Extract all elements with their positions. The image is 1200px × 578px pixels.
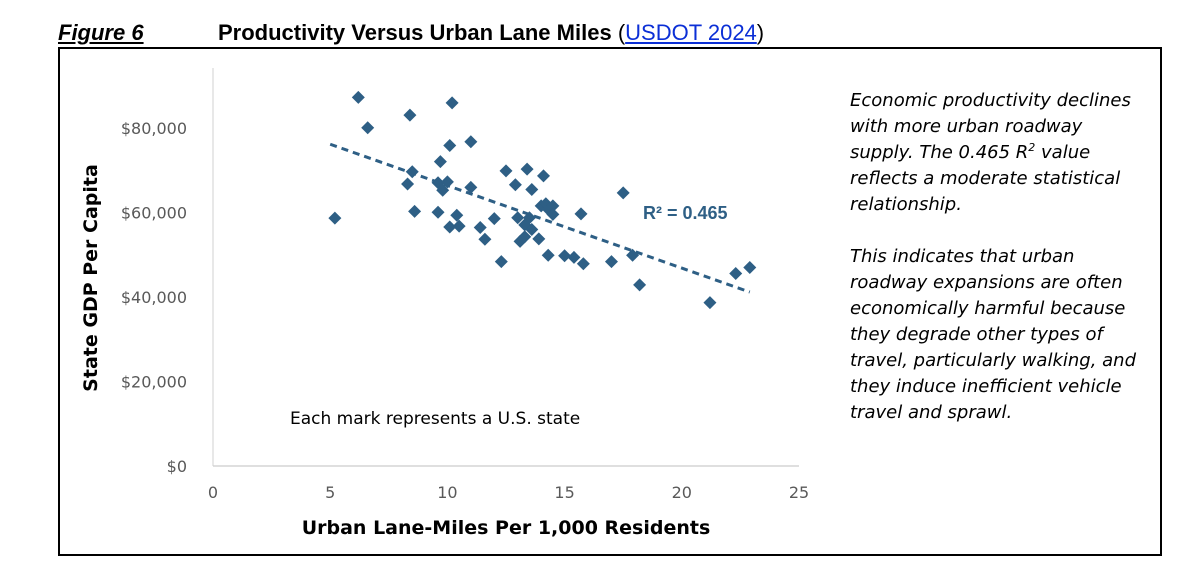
data-point bbox=[518, 230, 532, 244]
commentary-p1-start: Economic productivity declines with more… bbox=[850, 90, 1131, 163]
commentary-paragraph-1: Economic productivity declines with more… bbox=[850, 88, 1150, 218]
data-point bbox=[532, 232, 546, 246]
data-point bbox=[525, 223, 539, 237]
data-point bbox=[443, 220, 457, 234]
r-squared-label: R² = 0.465 bbox=[643, 203, 728, 223]
y-tick-labels: $0 $20,000 $40,000 $60,000 $80,000 bbox=[121, 119, 187, 476]
commentary-paragraph-2: This indicates that urban roadway expans… bbox=[850, 246, 1137, 423]
y-tick-label: $20,000 bbox=[121, 373, 187, 392]
data-point bbox=[511, 211, 525, 225]
data-point bbox=[464, 180, 478, 194]
figure-frame bbox=[58, 47, 1162, 556]
x-axis-label: Urban Lane-Miles Per 1,000 Residents bbox=[302, 517, 711, 539]
data-point bbox=[452, 219, 466, 233]
data-point bbox=[433, 155, 447, 169]
data-point bbox=[633, 278, 647, 292]
trendline bbox=[329, 142, 751, 294]
data-point bbox=[401, 177, 415, 191]
data-point bbox=[499, 164, 513, 178]
data-point bbox=[626, 248, 640, 262]
data-point bbox=[494, 255, 508, 269]
x-tick-labels: 0 5 10 15 20 25 bbox=[208, 483, 809, 502]
data-point bbox=[361, 121, 375, 135]
x-tick-label: 0 bbox=[208, 483, 218, 502]
data-point bbox=[436, 183, 450, 197]
x-tick-label: 5 bbox=[325, 483, 335, 502]
commentary-p1-end: value reflects a moderate statistical re… bbox=[850, 142, 1121, 215]
x-tick-label: 20 bbox=[672, 483, 692, 502]
x-tick-label: 10 bbox=[437, 483, 457, 502]
chart-annotation: Each mark represents a U.S. state bbox=[290, 409, 580, 429]
data-point bbox=[328, 211, 342, 225]
data-point bbox=[546, 199, 560, 213]
data-point bbox=[616, 186, 630, 200]
data-point bbox=[431, 205, 445, 219]
data-point bbox=[567, 250, 581, 264]
commentary-superscript: 2 bbox=[1028, 141, 1036, 154]
y-tick-label: $40,000 bbox=[121, 288, 187, 307]
data-point bbox=[729, 266, 743, 280]
y-tick-label: $80,000 bbox=[121, 119, 187, 138]
data-point bbox=[743, 261, 757, 275]
data-point bbox=[604, 255, 618, 269]
data-point bbox=[703, 296, 717, 310]
data-point bbox=[546, 207, 560, 221]
data-point bbox=[478, 232, 492, 246]
source-open-paren: ( bbox=[617, 20, 626, 45]
data-point bbox=[351, 90, 365, 104]
data-point bbox=[522, 211, 536, 225]
commentary-text: Economic productivity declines with more… bbox=[850, 88, 1150, 452]
data-point bbox=[487, 212, 501, 226]
data-point bbox=[525, 182, 539, 196]
data-point bbox=[473, 220, 487, 234]
source-close-paren: ) bbox=[756, 20, 765, 45]
data-point bbox=[445, 96, 459, 110]
x-tick-label: 15 bbox=[554, 483, 574, 502]
data-point bbox=[408, 204, 422, 218]
data-point bbox=[558, 249, 572, 263]
x-tick-label: 25 bbox=[789, 483, 809, 502]
figure-title: Productivity Versus Urban Lane Miles bbox=[218, 20, 612, 45]
data-point bbox=[443, 139, 457, 153]
figure-header: Figure 6 Productivity Versus Urban Lane … bbox=[58, 20, 1168, 50]
data-point bbox=[464, 135, 478, 149]
data-point bbox=[576, 257, 590, 271]
y-tick-label: $0 bbox=[167, 457, 187, 476]
data-point bbox=[537, 169, 551, 183]
data-point bbox=[450, 208, 464, 222]
y-tick-label: $60,000 bbox=[121, 204, 187, 223]
data-point bbox=[574, 207, 588, 221]
data-points bbox=[328, 90, 757, 310]
y-axis-label: State GDP Per Capita bbox=[80, 164, 102, 392]
data-point bbox=[520, 162, 534, 176]
data-point bbox=[403, 108, 417, 122]
data-point bbox=[405, 165, 419, 179]
data-point bbox=[508, 178, 522, 192]
figure-number: Figure 6 bbox=[58, 20, 144, 45]
figure-title-line: Productivity Versus Urban Lane Miles (US… bbox=[218, 20, 764, 46]
source-link[interactable]: USDOT 2024 bbox=[625, 20, 757, 45]
data-point bbox=[440, 175, 454, 189]
data-point bbox=[541, 248, 555, 262]
